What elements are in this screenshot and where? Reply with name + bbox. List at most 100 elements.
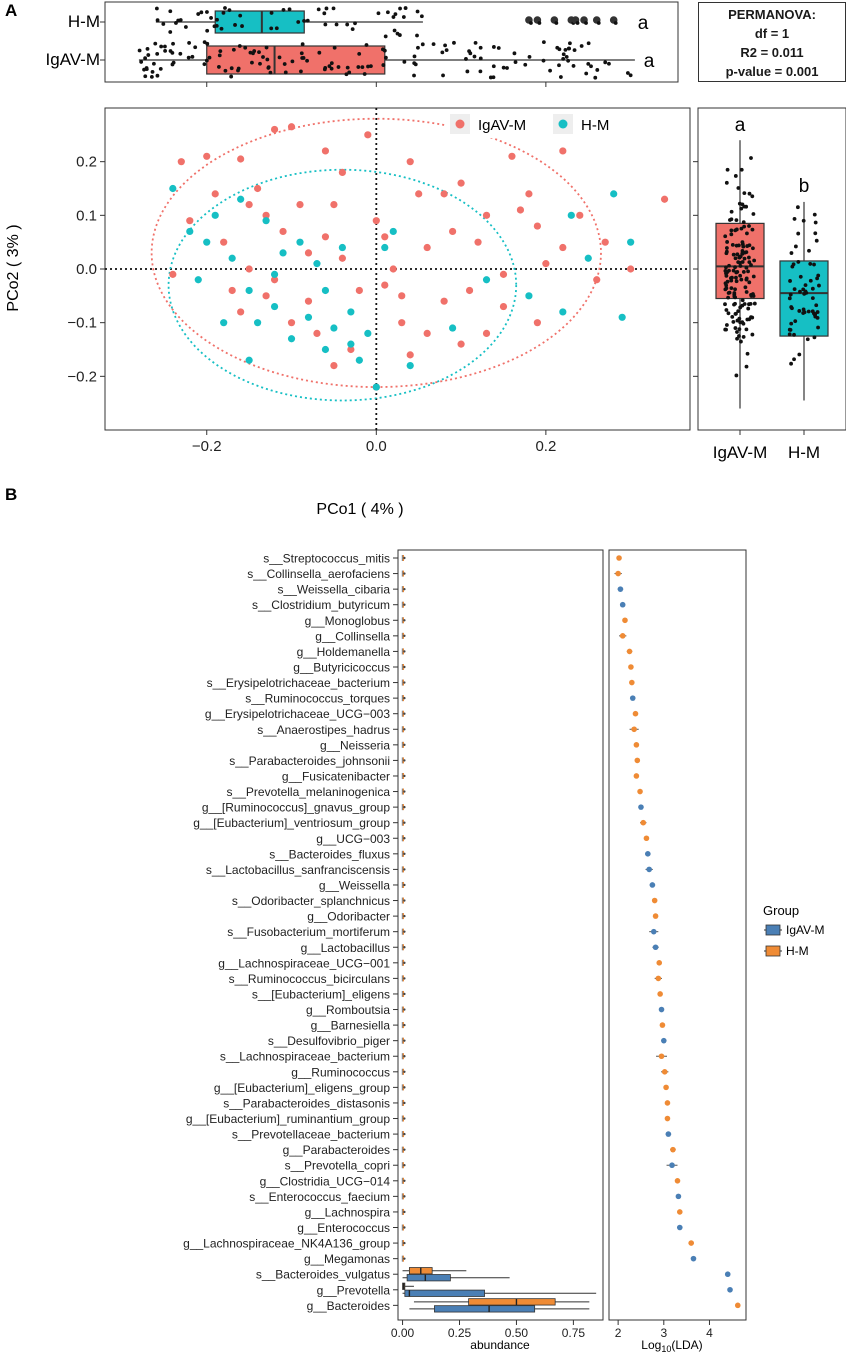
abundance-outlier — [403, 961, 406, 965]
abundance-outlier — [403, 852, 406, 856]
pco1-jitter-igav — [541, 58, 546, 63]
point-hm — [321, 345, 330, 354]
pco1-jitter-hm — [385, 10, 390, 15]
pco2-jitter-igav — [731, 320, 736, 324]
abundance-outlier — [403, 805, 406, 809]
pco1-jitter-hm — [183, 25, 188, 29]
point-hm — [567, 211, 575, 219]
pco1-jitter-hm — [395, 31, 400, 36]
taxon-label: s__Prevotellaceae_bacterium — [232, 1128, 390, 1142]
point-hm — [203, 238, 211, 246]
pco1-jitter-hm — [393, 12, 398, 17]
legend-hm-label: H-M — [581, 117, 609, 134]
point-hm — [559, 308, 567, 316]
abundance-box-igav — [404, 1289, 485, 1297]
pco2-jitter-igav — [727, 263, 731, 268]
legend-igav-label: IgAV-M — [478, 117, 526, 134]
pco1-jitter-igav — [264, 45, 269, 50]
lda-point-hm — [655, 975, 662, 982]
pco2-jitter-igav — [743, 285, 748, 290]
pco1-jitter-igav — [491, 45, 496, 49]
pco1-jitter-igav — [452, 40, 456, 45]
point-igav — [372, 217, 380, 225]
pco2-jitter-hm — [793, 319, 798, 324]
pco1-jitter-igav — [541, 40, 546, 44]
pco2-jitter-hm — [812, 212, 817, 217]
abundance-outlier — [403, 681, 406, 684]
lda-point-hm — [658, 1053, 665, 1060]
abundance-frame — [397, 549, 604, 1321]
point-hm — [338, 243, 346, 252]
pco2-jitter-igav — [742, 191, 747, 196]
pco1-category-hm: H-M — [68, 12, 100, 31]
pco1-jitter-igav — [572, 48, 577, 52]
pco2-jitter-igav — [724, 249, 729, 254]
point-igav — [254, 184, 262, 193]
lda-point-igav — [724, 1271, 731, 1278]
abundance-outlier — [403, 1039, 406, 1042]
point-igav — [177, 158, 185, 166]
point-igav — [304, 297, 313, 305]
point-hm — [211, 211, 219, 219]
pco1-jitter-hm — [345, 22, 350, 27]
pco2-jitter-igav — [747, 224, 751, 228]
lda-point-hm — [663, 1084, 669, 1091]
pco2-jitter-igav — [725, 167, 730, 172]
lda-point-hm — [661, 1069, 668, 1075]
pco2-jitter-igav — [733, 326, 738, 330]
point-igav — [279, 227, 287, 236]
pco1-jitter-hm — [392, 28, 397, 33]
pco2-jitter-igav — [744, 364, 749, 369]
pco2-jitter-igav — [739, 226, 744, 231]
pco1-jitter-igav — [501, 65, 506, 70]
pco1-jitter-igav — [431, 42, 436, 47]
pco2-jitter-hm — [816, 273, 821, 278]
scatter-y-tick-label: −0.1 — [67, 315, 97, 332]
abundance-outlier — [403, 1101, 406, 1105]
lda-point-igav — [676, 1224, 683, 1231]
pco1-jitter-igav — [146, 53, 151, 57]
taxon-label: s__Fusobacterium_mortiferum — [227, 925, 390, 939]
abundance-outlier — [403, 1086, 406, 1089]
pco2-jitter-igav — [730, 314, 735, 319]
taxon-label: g__Neisseria — [320, 738, 390, 752]
point-igav — [287, 123, 296, 131]
pco1-jitter-hm — [613, 21, 618, 25]
pco2-jitter-hm — [815, 276, 820, 281]
pco2-jitter-igav — [724, 265, 728, 270]
taxon-label: g__Bacteroides — [307, 1299, 390, 1313]
pco2-jitter-igav — [724, 273, 729, 278]
lda-point-hm — [632, 710, 639, 717]
pco1-jitter-igav — [317, 50, 322, 55]
pco1-jitter-hm — [376, 11, 381, 16]
lda-point-hm — [616, 555, 622, 561]
pco1-jitter-igav — [204, 58, 209, 63]
point-igav — [364, 131, 372, 139]
pco1-jitter-igav — [243, 45, 248, 50]
taxon-label: g__Odoribacter — [307, 910, 390, 924]
point-igav — [270, 125, 279, 134]
pco1-jitter-igav — [300, 42, 305, 47]
lda-point-igav — [650, 928, 657, 935]
pco2-boxplot: a b IgAV-M H-M — [693, 107, 846, 462]
point-hm — [254, 319, 262, 327]
pco1-jitter-hm — [161, 22, 166, 26]
pco2-jitter-igav — [741, 270, 746, 274]
abundance-outlier — [403, 1070, 406, 1074]
scatter-x-tick-label: 0.2 — [535, 438, 556, 455]
pco2-jitter-igav — [751, 274, 756, 279]
pco2-jitter-hm — [787, 296, 792, 301]
pco1-jitter-igav — [261, 55, 265, 59]
pco2-jitter-igav — [745, 351, 750, 356]
abundance-outlier — [403, 1179, 406, 1183]
pco2-box-hm — [779, 260, 829, 337]
pco2-jitter-hm — [789, 361, 793, 366]
pco1-jitter-hm — [227, 8, 232, 13]
pco2-jitter-igav — [744, 276, 749, 281]
point-igav — [304, 249, 313, 257]
lda-point-hm — [626, 648, 633, 655]
abundance-outlier — [403, 728, 406, 731]
point-igav — [245, 201, 253, 209]
pco1-jitter-igav — [548, 68, 552, 73]
pco2-jitter-igav — [723, 302, 727, 307]
